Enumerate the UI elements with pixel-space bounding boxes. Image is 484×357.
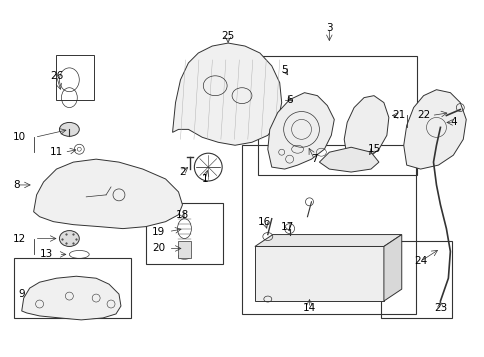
Text: 1: 1	[201, 174, 208, 184]
Text: 14: 14	[302, 303, 316, 313]
Ellipse shape	[60, 122, 79, 136]
Text: 21: 21	[392, 111, 405, 121]
Text: 18: 18	[176, 210, 189, 220]
Text: 5: 5	[281, 65, 287, 75]
Text: 2: 2	[179, 167, 185, 177]
Bar	[146, 203, 223, 264]
Text: 3: 3	[325, 23, 332, 33]
Text: 24: 24	[413, 256, 426, 266]
Polygon shape	[255, 235, 401, 246]
Text: 6: 6	[286, 95, 292, 105]
Bar	[56, 55, 94, 100]
Bar	[177, 241, 191, 258]
Polygon shape	[33, 159, 182, 228]
Polygon shape	[403, 90, 465, 169]
Polygon shape	[344, 96, 388, 162]
Text: 25: 25	[221, 31, 234, 41]
Ellipse shape	[60, 231, 79, 246]
Text: 11: 11	[50, 147, 63, 157]
Text: 17: 17	[280, 222, 294, 232]
Polygon shape	[319, 147, 378, 172]
Text: 13: 13	[40, 250, 53, 260]
Text: 10: 10	[13, 132, 26, 142]
Text: 22: 22	[416, 111, 429, 121]
Text: 26: 26	[50, 71, 63, 81]
Polygon shape	[267, 93, 333, 169]
Text: 4: 4	[449, 117, 456, 127]
Text: 7: 7	[310, 154, 317, 164]
Text: 12: 12	[13, 233, 26, 243]
Bar	[14, 258, 131, 318]
Text: 8: 8	[14, 180, 20, 190]
Text: 15: 15	[366, 144, 380, 154]
Bar	[257, 56, 416, 175]
Text: 9: 9	[18, 289, 25, 299]
Polygon shape	[22, 276, 121, 320]
Text: 16: 16	[257, 217, 271, 227]
Text: 19: 19	[151, 227, 165, 237]
Text: 20: 20	[152, 243, 165, 253]
Polygon shape	[172, 43, 281, 145]
Bar	[242, 145, 415, 314]
Bar	[380, 241, 452, 318]
Text: 23: 23	[433, 303, 446, 313]
Polygon shape	[383, 235, 401, 301]
Bar	[255, 246, 383, 301]
